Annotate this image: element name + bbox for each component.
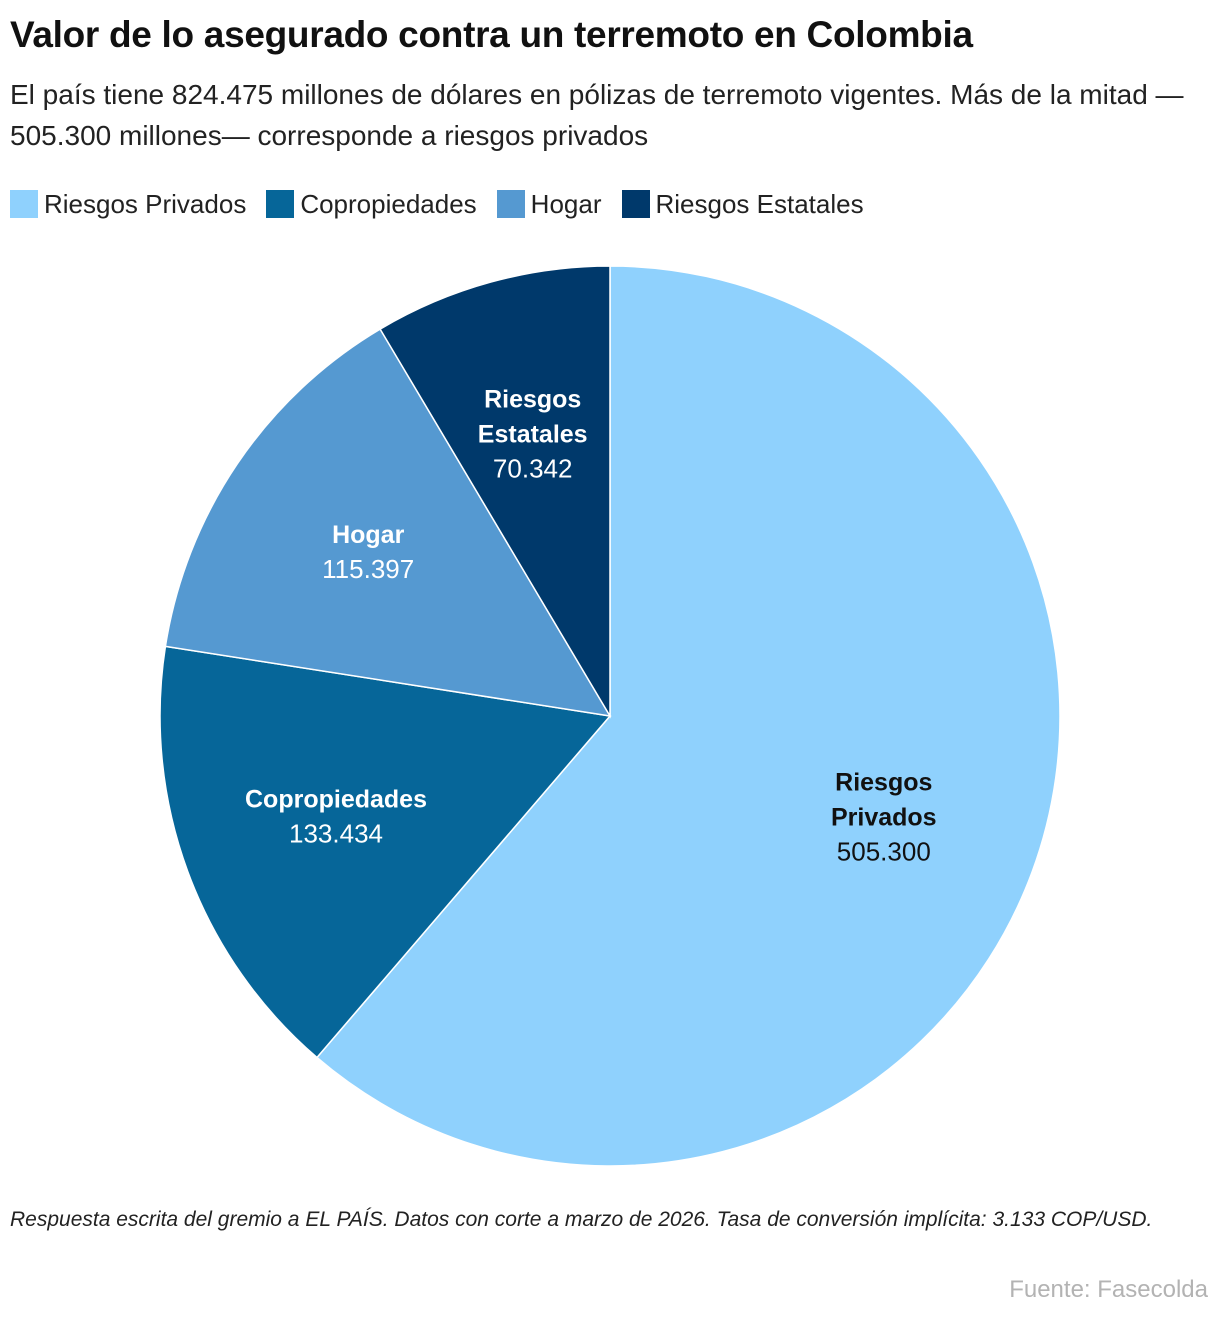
- slice-name-text: Riesgos: [835, 768, 932, 796]
- slice-name-text: Hogar: [332, 521, 405, 549]
- legend: Riesgos Privados Copropiedades Hogar Rie…: [10, 186, 884, 222]
- slice-name-text: Riesgos: [484, 385, 581, 413]
- legend-label: Copropiedades: [300, 188, 477, 219]
- legend-label: Hogar: [530, 188, 602, 219]
- footnote: Respuesta escrita del gremio a EL PAÍS. …: [10, 1208, 1153, 1231]
- chart-title: Valor de lo asegurado contra un terremot…: [10, 14, 973, 55]
- legend-swatch: [10, 190, 38, 218]
- chart-subtitle: El país tiene 824.475 millones de dólare…: [10, 79, 1184, 151]
- legend-swatch: [621, 190, 650, 218]
- pie-slices: [159, 265, 1061, 1167]
- legend-label: Riesgos Estatales: [655, 188, 864, 219]
- slice-value-label: 70.342: [493, 453, 573, 483]
- slice-value-label: 505.300: [837, 836, 931, 866]
- slice-label-riesgos-estatales: Riesgos Estatales 70.342: [478, 385, 588, 483]
- slice-value-label: 133.434: [289, 819, 383, 849]
- pie-slice-copropiedades: [159, 645, 612, 1059]
- legend-label: Riesgos Privados: [44, 188, 247, 219]
- legend-item-hogar: Hogar: [496, 188, 602, 220]
- slice-name-text: Estatales: [478, 420, 588, 448]
- pie-slice-riesgos-privados: [315, 265, 1061, 1167]
- legend-swatch: [266, 190, 295, 218]
- slice-label-riesgos-privados: Riesgos Privados 505.300: [831, 768, 937, 866]
- slice-name-text: Privados: [831, 803, 937, 831]
- slice-value-label: 115.397: [322, 554, 414, 584]
- legend-item-riesgos-estatales: Riesgos Estatales: [621, 188, 864, 220]
- pie-slice-hogar: [164, 328, 612, 717]
- legend-item-riesgos-privados: Riesgos Privados: [10, 189, 246, 220]
- pie-slice-riesgos-estatales: [379, 265, 611, 719]
- legend-item-copropiedades: Copropiedades: [266, 188, 477, 220]
- slice-name-text: Copropiedades: [245, 786, 427, 814]
- pie-labels: Riesgos Privados 505.300 Copropiedades 133.4…: [245, 385, 937, 866]
- slice-label-hogar: Hogar 115.397: [322, 521, 414, 584]
- pie-chart: Riesgos Privados 505.300 Copropiedades 133.4…: [159, 265, 1061, 1167]
- slice-label-copropiedades: Copropiedades 133.434: [245, 786, 427, 849]
- source-credit: Fuente: Fasecolda: [1009, 1276, 1208, 1303]
- legend-swatch: [496, 190, 525, 218]
